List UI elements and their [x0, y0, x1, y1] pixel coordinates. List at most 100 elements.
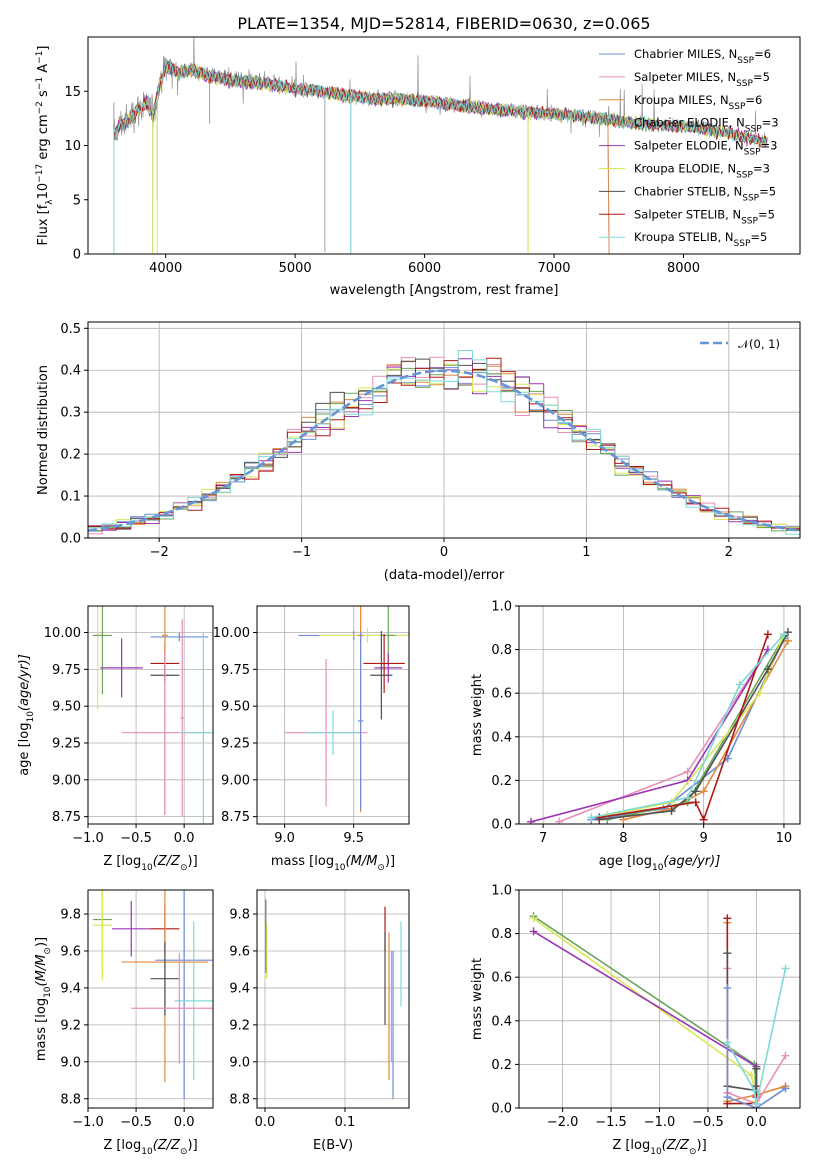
mass-weight-marker	[763, 665, 772, 674]
mass-weight-marker	[587, 813, 596, 822]
x-tick-label: −2.0	[547, 1115, 579, 1130]
y-axis-label-part: −1	[35, 51, 45, 64]
x-tick-label: 0.1	[335, 1115, 356, 1130]
mass-weight-marker	[763, 630, 772, 639]
x-tick-label: 9	[700, 831, 708, 846]
y-tick-label: 9.2	[229, 1018, 250, 1033]
mass-weight-marker	[752, 1064, 761, 1073]
y-tick-label: 0.0	[491, 818, 512, 833]
y-tick-label: 0.6	[491, 971, 512, 986]
legend-label-part: =5	[753, 70, 770, 84]
x-axis-label-part: )]	[385, 854, 395, 869]
x-tick-label: 0	[440, 545, 448, 560]
legend-label-part: Salpeter STELIB, N	[634, 207, 741, 221]
mass-weight-marker	[750, 1086, 759, 1095]
mass-weight-line	[558, 649, 769, 823]
grid-lines	[257, 890, 409, 1108]
y-tick-label: 9.0	[60, 1055, 81, 1070]
y-tick-label: 15	[64, 85, 81, 100]
y-tick-label: 9.00	[52, 773, 81, 788]
legend-label-part: =5	[758, 207, 775, 221]
y-axis-label-part: 10	[36, 183, 51, 200]
y-tick-label: 9.75	[221, 663, 250, 678]
mass-weight-marker	[779, 630, 788, 639]
mass-weight-marker	[595, 813, 604, 822]
x-tick-label: 0.0	[174, 831, 195, 846]
mass-weight-line	[533, 930, 758, 1098]
panel-spectrum: 4000 5000 6000 7000 8000 0 5 10 15 wavelength [An…	[35, 36, 801, 298]
mass-weight-marker	[723, 1093, 732, 1102]
mass-weight-line	[533, 917, 758, 1102]
legend-label-part: SSP	[745, 125, 762, 135]
y-tick-label: 9.00	[221, 773, 250, 788]
x-axis-label: Z [log10(Z/Z⊙)]	[103, 1138, 197, 1157]
y-tick-label: 1.0	[491, 600, 512, 615]
mass-weight-marker	[699, 787, 708, 796]
x-axis-label-part: 10	[652, 863, 664, 873]
y-tick-label: 9.50	[52, 700, 81, 715]
legend-label-part: =5	[759, 184, 776, 198]
legend-label-part: =6	[754, 47, 771, 61]
y-tick-label: 9.50	[221, 700, 250, 715]
plot-area	[265, 899, 402, 1099]
y-tick-label: 5	[73, 193, 81, 208]
x-tick-label: 2	[725, 545, 733, 560]
panel-age-vs-mass: 9.0 9.5 8.75 9.00 9.25 9.50 9.75 10.00 mass [log…	[213, 605, 410, 873]
y-axis-label-part: 10	[43, 986, 53, 998]
y-tick-label: 0.4	[491, 730, 512, 745]
legend-label-part: SSP	[741, 216, 758, 226]
x-axis-label: (data-model)/error	[384, 568, 505, 583]
y-axis-label-part: mass [log	[34, 998, 49, 1061]
x-axis-label: Z [log10(Z/Z⊙)]	[103, 854, 197, 873]
y-tick-label: 9.8	[60, 908, 81, 923]
x-axis-label-part: ⊙	[689, 1147, 697, 1157]
legend-label: Salpeter MILES, NSSP=5	[634, 70, 770, 89]
x-tick-label: −1.0	[72, 831, 104, 846]
axes-frame	[87, 321, 801, 539]
x-tick-label: 8	[619, 831, 627, 846]
x-axis-label-part: (Z/Z	[153, 854, 181, 869]
legend-label-part: SSP	[734, 239, 751, 249]
x-axis-label-part: ⊙	[180, 863, 188, 873]
grid-lines	[519, 605, 800, 825]
axes-frame	[518, 605, 801, 825]
mass-weight-marker	[691, 787, 700, 796]
y-tick-label: 9.75	[52, 663, 81, 678]
model-spectrum-line	[113, 61, 610, 254]
legend-label-part: =3	[762, 116, 779, 130]
y-axis-label: mass weight	[470, 674, 485, 756]
mass-weight-marker	[735, 680, 744, 689]
legend-label: Salpeter STELIB, NSSP=5	[634, 207, 775, 226]
x-tick-label: 0.0	[174, 1115, 195, 1130]
y-axis-label-part: −17	[35, 164, 45, 183]
grid-lines	[519, 889, 800, 1109]
x-axis-label-part: (age/yr)]	[663, 854, 720, 869]
legend-label: 𝒩(0, 1)	[738, 337, 780, 351]
x-tick-label: 6000	[408, 261, 441, 276]
panel-age-vs-z: −1.0 −0.5 0.0 8.75 9.00 9.25 9.50 9.75 10.00 Z [l…	[17, 605, 214, 873]
mass-weight-marker	[683, 793, 692, 802]
y-tick-label: 9.25	[52, 736, 81, 751]
mass-weight-marker	[755, 689, 764, 698]
model-spectrum-line	[113, 62, 610, 254]
y-tick-label: 9.25	[221, 736, 250, 751]
y-axis-label-part: erg cm	[36, 114, 51, 163]
y-tick-label: 0.2	[491, 774, 512, 789]
panel-residuals: −2 −1 0 1 2 0.0 0.1 0.2 0.3 0.4 0.5 (data-model)/er…	[36, 321, 801, 583]
legend-label-part: Kroupa MILES, N	[634, 93, 729, 107]
legend-label-part: Kroupa ELODIE, N	[634, 162, 736, 176]
legend-label-part: Chabrier STELIB, N	[634, 184, 742, 198]
x-axis-label-part: mass [log	[271, 854, 334, 869]
x-axis-label-part: Z [log	[103, 1138, 141, 1153]
y-tick-label: 10	[64, 139, 81, 154]
y-axis-label-part: age [log	[17, 723, 32, 776]
y-axis-label-part: 10	[26, 711, 36, 723]
x-axis-label-part: )]	[188, 1138, 198, 1153]
mass-weight-marker	[747, 1071, 756, 1080]
plot-area	[92, 890, 213, 1099]
legend-label-part: SSP	[729, 102, 746, 112]
mass-weight-marker	[555, 817, 564, 824]
panel-mass-vs-ebv: 0.0 0.1 8.8 9.0 9.2 9.4 9.6 9.8 E(B-V)	[229, 889, 410, 1153]
mass-weight-marker	[529, 927, 538, 936]
